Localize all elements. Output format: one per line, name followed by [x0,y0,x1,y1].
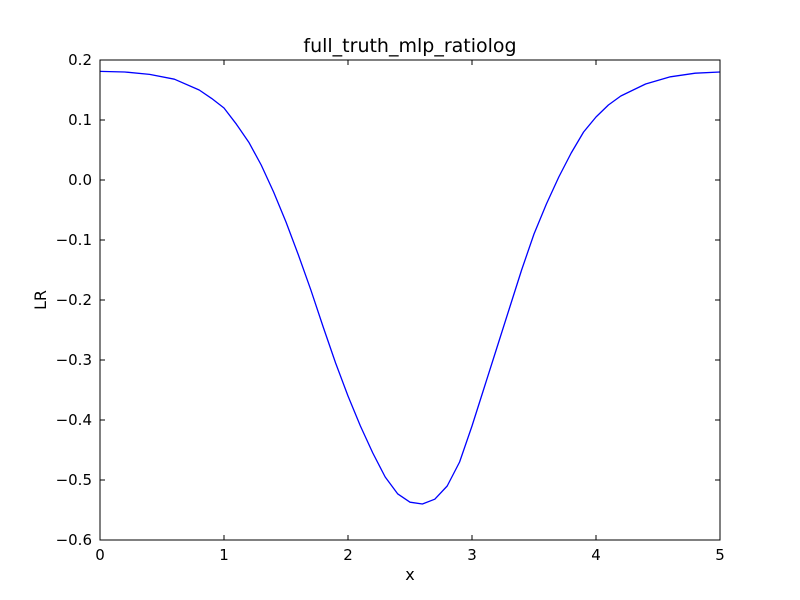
y-tick-label: −0.4 [56,411,92,429]
x-tick-label: 2 [343,546,353,564]
x-tick-label: 0 [95,546,105,564]
y-tick-label: −0.3 [56,351,92,369]
y-tick-label: −0.5 [56,471,92,489]
y-axis-ticks: −0.6 −0.5 −0.4 −0.3 −0.2 −0.1 0.0 0.1 0.2 [56,51,720,549]
x-axis-ticks: 0 1 2 3 4 5 [95,60,725,564]
y-tick-label: 0.1 [68,111,92,129]
x-tick-label: 3 [467,546,477,564]
plot-area [99,59,721,541]
y-tick-label: −0.2 [56,291,92,309]
x-tick-label: 4 [591,546,601,564]
y-tick-label: 0.0 [68,171,92,189]
x-tick-label: 5 [715,546,725,564]
y-tick-label: −0.1 [56,231,92,249]
x-tick-label: 1 [219,546,229,564]
series-line-0 [99,70,721,505]
x-axis-label: x [405,565,414,584]
plot-frame [99,59,721,541]
y-tick-label: −0.6 [56,531,92,549]
chart-title: full_truth_mlp_ratiolog [303,35,516,57]
y-tick-label: 0.2 [68,51,92,69]
y-axis-label: LR [31,290,50,310]
